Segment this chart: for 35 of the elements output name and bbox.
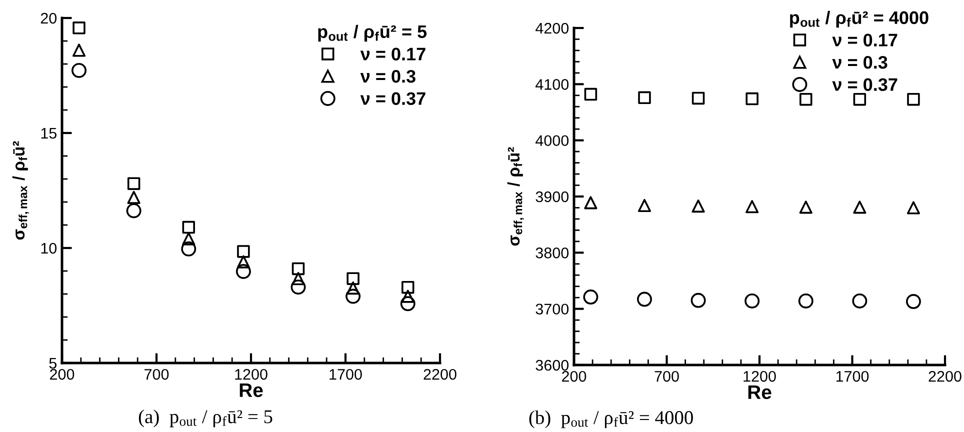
y-tick-label: 15 bbox=[41, 128, 56, 139]
y-axis-title: σ$_{eff,max}$ / ρ$_{f}$ū² bbox=[12, 141, 29, 240]
x-tick-label: 1700 bbox=[836, 370, 869, 382]
y-tick-label: 10 bbox=[41, 242, 57, 254]
y-tick-label: 3800 bbox=[536, 248, 569, 258]
x-tick-label: 700 bbox=[144, 368, 169, 380]
x-tick-label: 1700 bbox=[330, 368, 362, 380]
text: (a) p$_{out}$ / ρ$_{f}$ū² = 5 bbox=[138, 410, 272, 428]
legend-label: ν = 0.3 bbox=[360, 70, 416, 83]
y-tick-label: 3700 bbox=[536, 304, 569, 315]
legend-label: ν = 0.37 bbox=[832, 78, 898, 92]
legend-label: ν = 0.17 bbox=[360, 48, 426, 60]
y-tick-label: 3900 bbox=[536, 191, 569, 202]
y-axis-title: σ$_{eff,max}$ / ρ$_{f}$ū² bbox=[507, 147, 524, 246]
legend-label: ν = 0.37 bbox=[360, 92, 426, 106]
x-tick-label: 1200 bbox=[744, 370, 776, 382]
x-tick-label: 200 bbox=[562, 370, 586, 382]
x-axis-title: Re bbox=[240, 384, 263, 398]
y-tick-label: 4100 bbox=[536, 79, 569, 90]
x-tick-label: 2200 bbox=[928, 370, 962, 382]
x-tick-label: 2200 bbox=[424, 368, 456, 380]
y-tick-label: 4200 bbox=[536, 22, 569, 34]
legend-title: p$_{out}$ / ρ$_{f}$ū² = 5 bbox=[318, 24, 427, 42]
x-tick-label: 700 bbox=[654, 370, 679, 382]
y-tick-label: 4000 bbox=[536, 135, 569, 146]
x-tick-label: 1200 bbox=[235, 368, 268, 380]
y-tick-label: 3600 bbox=[536, 360, 569, 371]
legend-label: ν = 0.3 bbox=[832, 56, 888, 69]
x-tick-label: 200 bbox=[50, 368, 74, 380]
y-tick-label: 5 bbox=[49, 358, 56, 369]
legend-label: ν = 0.17 bbox=[832, 34, 898, 46]
y-tick-label: 20 bbox=[40, 12, 57, 24]
text: (b) p$_{out}$ / ρ$_{f}$ū² = 4000 bbox=[529, 410, 693, 428]
legend-title: p$_{out}$ / ρ$_{f}$ū² = 4000 bbox=[790, 10, 928, 28]
x-axis-title: Re bbox=[748, 386, 772, 400]
